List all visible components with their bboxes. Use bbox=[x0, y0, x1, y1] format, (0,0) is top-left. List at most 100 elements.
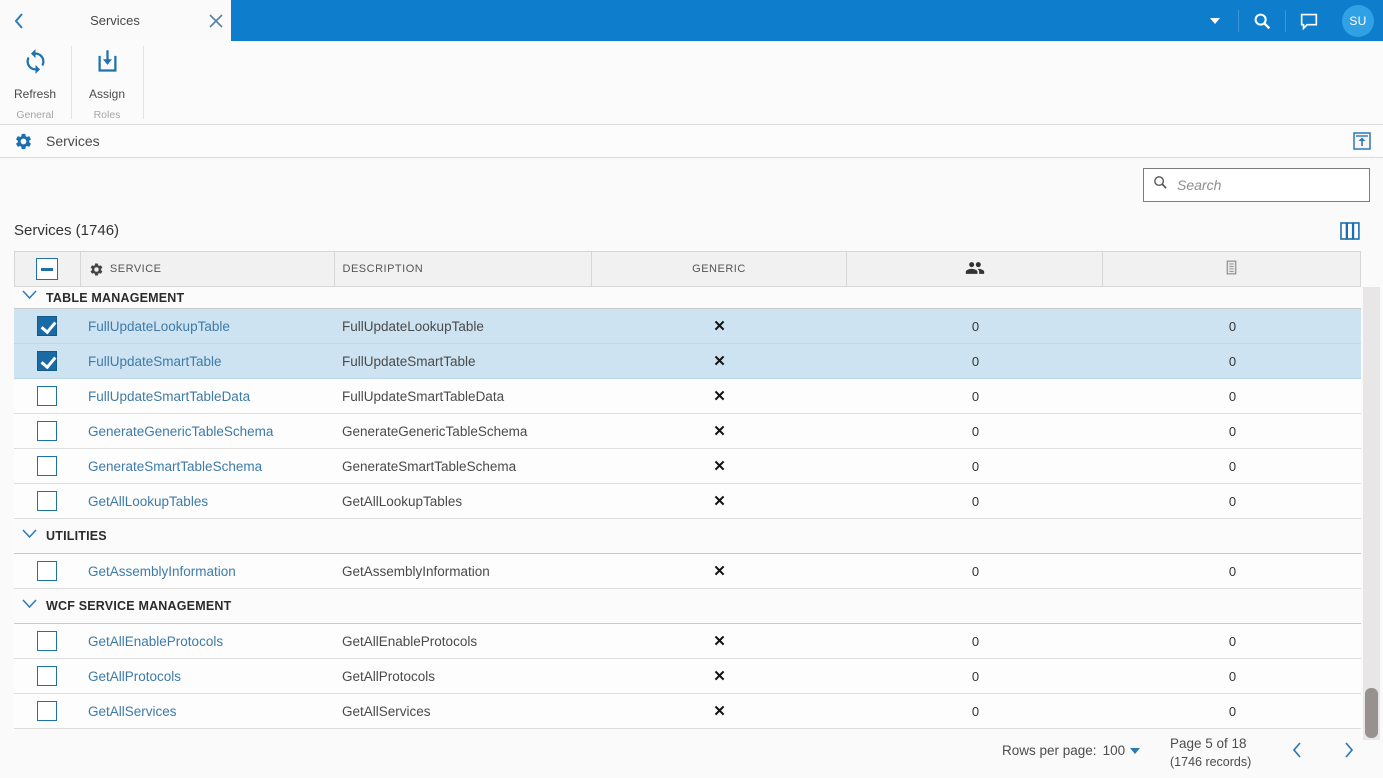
service-link[interactable]: GetAllEnableProtocols bbox=[88, 633, 224, 649]
row-checkbox-cell bbox=[14, 624, 80, 658]
refresh-button[interactable]: Refresh bbox=[3, 48, 67, 118]
row-checkbox[interactable] bbox=[37, 561, 57, 581]
header-generic[interactable]: GENERIC bbox=[592, 252, 847, 286]
row-checkbox[interactable] bbox=[37, 316, 57, 336]
divider bbox=[143, 46, 144, 119]
service-link[interactable]: GenerateGenericTableSchema bbox=[88, 423, 274, 439]
service-description: FullUpdateSmartTableData bbox=[342, 388, 505, 404]
records-count: 0 bbox=[1228, 563, 1237, 579]
back-icon[interactable] bbox=[8, 9, 32, 33]
row-checkbox[interactable] bbox=[37, 351, 57, 371]
search-box[interactable] bbox=[1143, 168, 1370, 202]
service-description: GetAllServices bbox=[342, 703, 431, 719]
content-area: Services (1746) SERVICE DESCRIPTION bbox=[0, 158, 1383, 778]
service-cell: GetAllEnableProtocols bbox=[80, 624, 334, 658]
service-description: GetAllProtocols bbox=[342, 668, 436, 684]
service-link[interactable]: GetAllProtocols bbox=[88, 668, 182, 684]
service-cell: GetAllProtocols bbox=[80, 659, 334, 693]
chevron-down-icon[interactable] bbox=[1192, 0, 1238, 41]
chevron-down-icon[interactable] bbox=[1130, 747, 1141, 754]
next-page-icon[interactable] bbox=[1338, 740, 1360, 762]
row-checkbox-cell bbox=[14, 344, 80, 378]
row-checkbox[interactable] bbox=[37, 631, 57, 651]
table-row[interactable]: FullUpdateSmartTable FullUpdateSmartTable… bbox=[14, 344, 1361, 379]
service-cell: FullUpdateLookupTable bbox=[80, 309, 334, 343]
row-checkbox[interactable] bbox=[37, 421, 57, 441]
select-all-checkbox[interactable] bbox=[36, 258, 59, 280]
assigned-users-count: 0 bbox=[971, 458, 980, 474]
service-cell: FullUpdateSmartTable bbox=[80, 344, 334, 378]
row-checkbox[interactable] bbox=[37, 386, 57, 406]
column-chooser-icon[interactable] bbox=[1339, 220, 1361, 242]
table-row[interactable]: GenerateGenericTableSchema GenerateGeneri… bbox=[14, 414, 1361, 449]
assigned-users-count: 0 bbox=[971, 563, 980, 579]
avatar[interactable]: SU bbox=[1342, 4, 1374, 37]
table-row[interactable]: GetAllServices GetAllServices ✕ 0 0 bbox=[14, 694, 1361, 729]
header-users[interactable] bbox=[847, 252, 1104, 286]
service-link[interactable]: GetAssemblyInformation bbox=[88, 563, 236, 579]
table-row[interactable]: GenerateSmartTableSchema GenerateSmartTab… bbox=[14, 449, 1361, 484]
table-header-row: SERVICE DESCRIPTION GENERIC bbox=[14, 251, 1361, 287]
grid-title: Services (1746) bbox=[14, 222, 120, 239]
table-row[interactable]: GetAllEnableProtocols GetAllEnableProtoco… bbox=[14, 624, 1361, 659]
service-description: GenerateSmartTableSchema bbox=[342, 458, 517, 474]
previous-page-icon[interactable] bbox=[1288, 740, 1310, 762]
generic-cell: ✕ bbox=[592, 379, 847, 413]
row-checkbox[interactable] bbox=[37, 701, 57, 721]
service-link[interactable]: FullUpdateSmartTableData bbox=[88, 388, 251, 404]
service-link[interactable]: FullUpdateSmartTable bbox=[88, 353, 222, 369]
divider bbox=[1285, 9, 1286, 32]
table-row[interactable]: GetAllLookupTables GetAllLookupTables ✕ 0 0 bbox=[14, 484, 1361, 519]
service-description: GetAllEnableProtocols bbox=[342, 633, 478, 649]
blue-header-bar: SU bbox=[231, 0, 1383, 41]
records-icon bbox=[1223, 259, 1240, 279]
generic-cell: ✕ bbox=[592, 414, 847, 448]
service-link[interactable]: GenerateSmartTableSchema bbox=[88, 458, 263, 474]
table-row[interactable]: FullUpdateLookupTable FullUpdateLookupTab… bbox=[14, 309, 1361, 344]
service-link[interactable]: GetAllServices bbox=[88, 703, 177, 719]
service-link[interactable]: FullUpdateLookupTable bbox=[88, 318, 230, 334]
generic-cell: ✕ bbox=[592, 344, 847, 378]
table-body: TABLE MANAGEMENT FullUpdateLookupTable Ful… bbox=[14, 287, 1361, 729]
table-row[interactable]: GetAssemblyInformation GetAssemblyInforma… bbox=[14, 554, 1361, 589]
close-icon[interactable] bbox=[206, 11, 226, 31]
records-count: 0 bbox=[1228, 388, 1237, 404]
not-generic-icon: ✕ bbox=[713, 668, 726, 685]
generic-cell: ✕ bbox=[592, 554, 847, 588]
service-description: GetAllLookupTables bbox=[342, 493, 463, 509]
header-description[interactable]: DESCRIPTION bbox=[335, 252, 593, 286]
row-checkbox-cell bbox=[14, 449, 80, 483]
search-icon[interactable] bbox=[1239, 0, 1285, 41]
assign-button[interactable]: Assign bbox=[75, 48, 139, 118]
row-checkbox[interactable] bbox=[37, 491, 57, 511]
group-name: WCF SERVICE MANAGEMENT bbox=[46, 599, 232, 613]
rows-per-page-value[interactable]: 100 bbox=[1102, 743, 1126, 758]
not-generic-icon: ✕ bbox=[713, 423, 726, 440]
header-generic-label: GENERIC bbox=[692, 263, 746, 275]
group-row[interactable]: TABLE MANAGEMENT bbox=[14, 287, 1361, 309]
row-checkbox[interactable] bbox=[37, 666, 57, 686]
table-row[interactable]: FullUpdateSmartTableData FullUpdateSmartT… bbox=[14, 379, 1361, 414]
service-cell: GenerateGenericTableSchema bbox=[80, 414, 334, 448]
assigned-users-count: 0 bbox=[971, 493, 980, 509]
row-checkbox[interactable] bbox=[37, 456, 57, 476]
group-name: TABLE MANAGEMENT bbox=[46, 290, 185, 305]
chevron-down-icon bbox=[21, 527, 38, 546]
scroll-to-top-icon[interactable] bbox=[1353, 132, 1371, 150]
generic-cell: ✕ bbox=[592, 659, 847, 693]
header-records[interactable] bbox=[1103, 252, 1360, 286]
chat-icon[interactable] bbox=[1286, 0, 1332, 41]
vertical-scrollbar[interactable] bbox=[1363, 287, 1380, 740]
header-service[interactable]: SERVICE bbox=[81, 252, 335, 286]
header-select-all[interactable] bbox=[15, 252, 81, 286]
divider bbox=[71, 46, 72, 119]
table-row[interactable]: GetAllProtocols GetAllProtocols ✕ 0 0 bbox=[14, 659, 1361, 694]
scrollbar-thumb[interactable] bbox=[1365, 688, 1378, 738]
group-row[interactable]: UTILITIES bbox=[14, 519, 1361, 554]
generic-cell: ✕ bbox=[592, 449, 847, 483]
group-row[interactable]: WCF SERVICE MANAGEMENT bbox=[14, 589, 1361, 624]
ribbon-group-general: General bbox=[16, 109, 54, 121]
search-input[interactable] bbox=[1177, 177, 1361, 193]
chevron-down-icon bbox=[21, 288, 38, 307]
service-link[interactable]: GetAllLookupTables bbox=[88, 493, 209, 509]
